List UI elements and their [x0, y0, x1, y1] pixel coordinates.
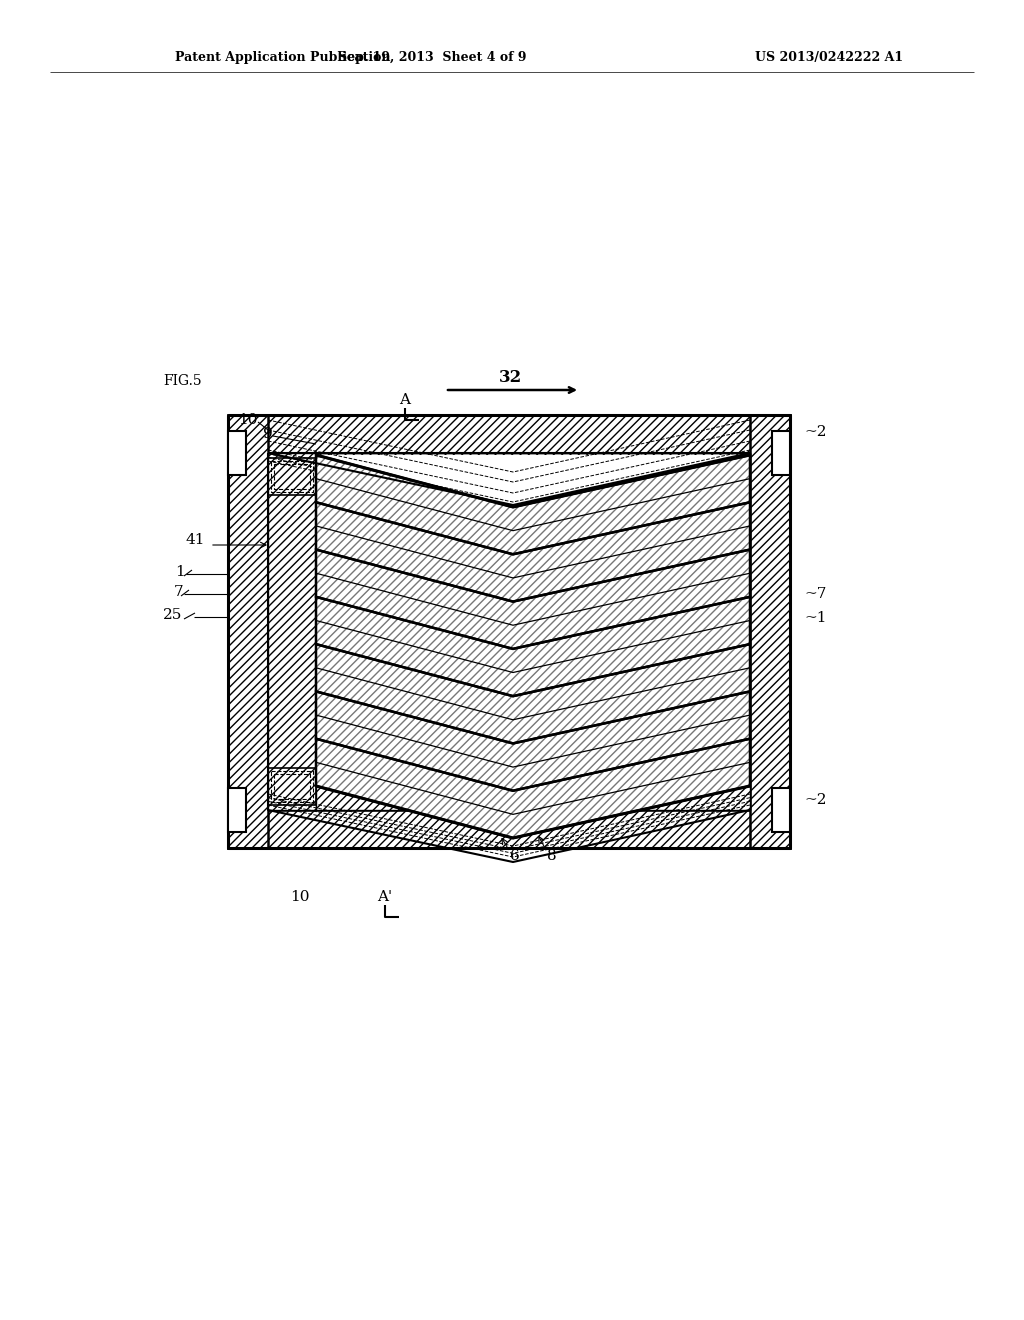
- Text: ~1: ~1: [804, 611, 826, 624]
- Polygon shape: [316, 549, 750, 649]
- Polygon shape: [268, 453, 316, 810]
- Text: 10: 10: [239, 413, 258, 426]
- Text: FIG.5: FIG.5: [163, 374, 202, 388]
- Polygon shape: [316, 597, 750, 696]
- Text: A': A': [378, 890, 392, 904]
- Polygon shape: [750, 414, 790, 847]
- Polygon shape: [772, 432, 790, 475]
- Text: 6: 6: [510, 849, 520, 863]
- Text: 7: 7: [173, 585, 183, 599]
- Polygon shape: [228, 432, 246, 475]
- Text: 41: 41: [185, 533, 205, 546]
- Text: 8: 8: [547, 849, 557, 863]
- Polygon shape: [228, 414, 790, 453]
- Polygon shape: [228, 810, 790, 847]
- Text: ~2: ~2: [804, 793, 826, 807]
- Text: 10: 10: [290, 890, 309, 904]
- Text: 25: 25: [163, 609, 182, 622]
- Text: 9: 9: [263, 426, 272, 441]
- Polygon shape: [316, 785, 750, 810]
- Polygon shape: [316, 692, 750, 791]
- Text: Patent Application Publication: Patent Application Publication: [175, 50, 390, 63]
- Polygon shape: [772, 788, 790, 832]
- Text: ~7: ~7: [804, 587, 826, 601]
- Polygon shape: [316, 644, 750, 743]
- Polygon shape: [316, 455, 750, 554]
- Text: US 2013/0242222 A1: US 2013/0242222 A1: [755, 50, 903, 63]
- Text: A: A: [399, 393, 411, 407]
- Polygon shape: [316, 455, 750, 785]
- Polygon shape: [316, 503, 750, 602]
- Polygon shape: [316, 453, 750, 455]
- Text: 5: 5: [595, 587, 605, 602]
- Polygon shape: [316, 739, 750, 838]
- Polygon shape: [228, 414, 268, 847]
- Polygon shape: [228, 788, 246, 832]
- Text: 1: 1: [175, 565, 185, 579]
- Text: 32: 32: [499, 370, 521, 387]
- Text: Sep. 19, 2013  Sheet 4 of 9: Sep. 19, 2013 Sheet 4 of 9: [338, 50, 526, 63]
- Text: ~2: ~2: [804, 425, 826, 440]
